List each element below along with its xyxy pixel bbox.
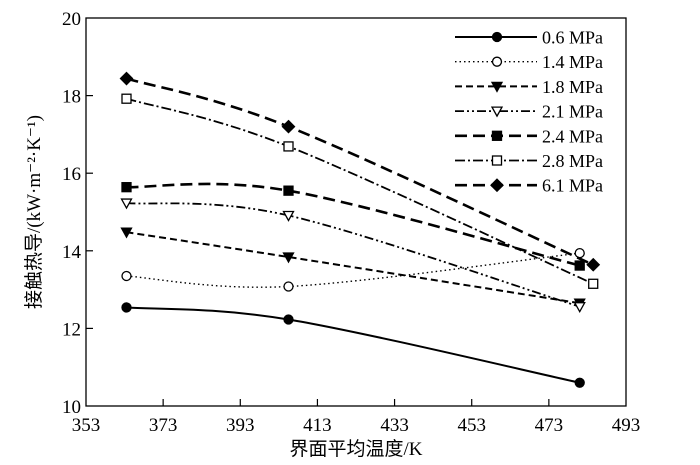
series-line: [126, 306, 580, 384]
legend-entry: 1.4 MPa: [455, 52, 603, 72]
plot-marks: [119, 71, 601, 388]
legend-entry: 6.1 MPa: [455, 176, 603, 196]
x-tick-label: 373: [149, 415, 178, 436]
series-2.8-MPa: [121, 93, 599, 289]
marker-circle: [121, 302, 132, 313]
legend-label: 0.6 MPa: [542, 28, 603, 48]
marker-triangle: [282, 252, 295, 264]
legend-entry: 2.1 MPa: [455, 102, 603, 122]
series-2.1-MPa: [120, 198, 586, 314]
y-axis-label: 接触热导/(kW·m⁻²·K⁻¹): [23, 115, 45, 309]
marker-square: [121, 182, 132, 193]
series-line: [126, 97, 594, 285]
series-2.4-MPa: [121, 182, 585, 271]
marker-triangle: [282, 210, 295, 222]
legend-label: 2.8 MPa: [542, 151, 603, 171]
marker-circle: [574, 377, 585, 388]
x-axis-label: 界面平均温度/K: [289, 438, 422, 460]
series-0.6-MPa: [121, 302, 585, 388]
legend-label: 2.1 MPa: [542, 102, 603, 122]
marker-triangle: [120, 227, 133, 239]
marker-square: [491, 130, 503, 141]
x-tick-label: 353: [72, 415, 101, 436]
y-tick-label: 16: [62, 164, 81, 185]
x-tick-label: 473: [535, 415, 564, 436]
marker-square: [283, 141, 294, 152]
legend-entry: 2.8 MPa: [455, 151, 603, 171]
marker-circle: [121, 270, 132, 282]
x-axis: 353 373 393 413 433 453 473 493: [72, 399, 641, 436]
legend-entry: 0.6 MPa: [455, 28, 603, 48]
series-line: [126, 202, 580, 308]
legend-label: 1.4 MPa: [542, 52, 603, 72]
x-tick-label: 433: [380, 415, 409, 436]
series-line: [126, 252, 580, 288]
marker-square: [121, 93, 132, 104]
x-tick-label: 493: [612, 415, 641, 436]
marker-diamond: [586, 257, 601, 272]
y-tick-label: 14: [62, 242, 82, 263]
y-axis: 10 12 14 16 18 20: [62, 9, 93, 418]
marker-circle: [283, 314, 294, 325]
legend-label: 1.8 MPa: [542, 77, 603, 97]
legend-label: 2.4 MPa: [542, 126, 603, 146]
y-tick-label: 12: [62, 319, 81, 340]
marker-triangle: [490, 106, 504, 118]
marker-square: [491, 155, 503, 166]
marker-circle: [491, 56, 503, 67]
marker-circle: [574, 247, 585, 259]
marker-diamond: [281, 119, 296, 134]
marker-square: [574, 260, 585, 271]
marker-circle: [283, 281, 294, 292]
series-line: [126, 231, 580, 305]
marker-square: [283, 185, 294, 196]
marker-triangle: [120, 198, 133, 210]
legend-entry: 2.4 MPa: [455, 126, 603, 146]
y-tick-label: 20: [62, 9, 81, 30]
marker-diamond: [490, 178, 504, 193]
x-tick-label: 453: [457, 415, 486, 436]
series-1.8-MPa: [120, 227, 586, 310]
plot-frame: [85, 17, 627, 407]
series-line: [126, 182, 581, 267]
y-tick-label: 18: [62, 87, 81, 108]
series-6.1-MPa: [119, 71, 601, 272]
legend-entry: 1.8 MPa: [455, 77, 603, 97]
y-tick-label: 10: [62, 397, 81, 418]
legend: 0.6 MPa 1.4 MPa 1.8 MPa 2.1 MPa 2.4 MPa 2.8 M…: [455, 28, 603, 196]
legend-label: 6.1 MPa: [542, 176, 603, 196]
marker-triangle: [573, 302, 586, 314]
marker-triangle: [490, 81, 504, 93]
x-tick-label: 413: [303, 415, 332, 436]
marker-diamond: [119, 71, 134, 86]
series-1.4-MPa: [121, 247, 585, 292]
marker-square: [588, 278, 599, 289]
x-tick-label: 393: [226, 415, 255, 436]
marker-circle: [491, 31, 503, 43]
series-line: [126, 77, 594, 266]
